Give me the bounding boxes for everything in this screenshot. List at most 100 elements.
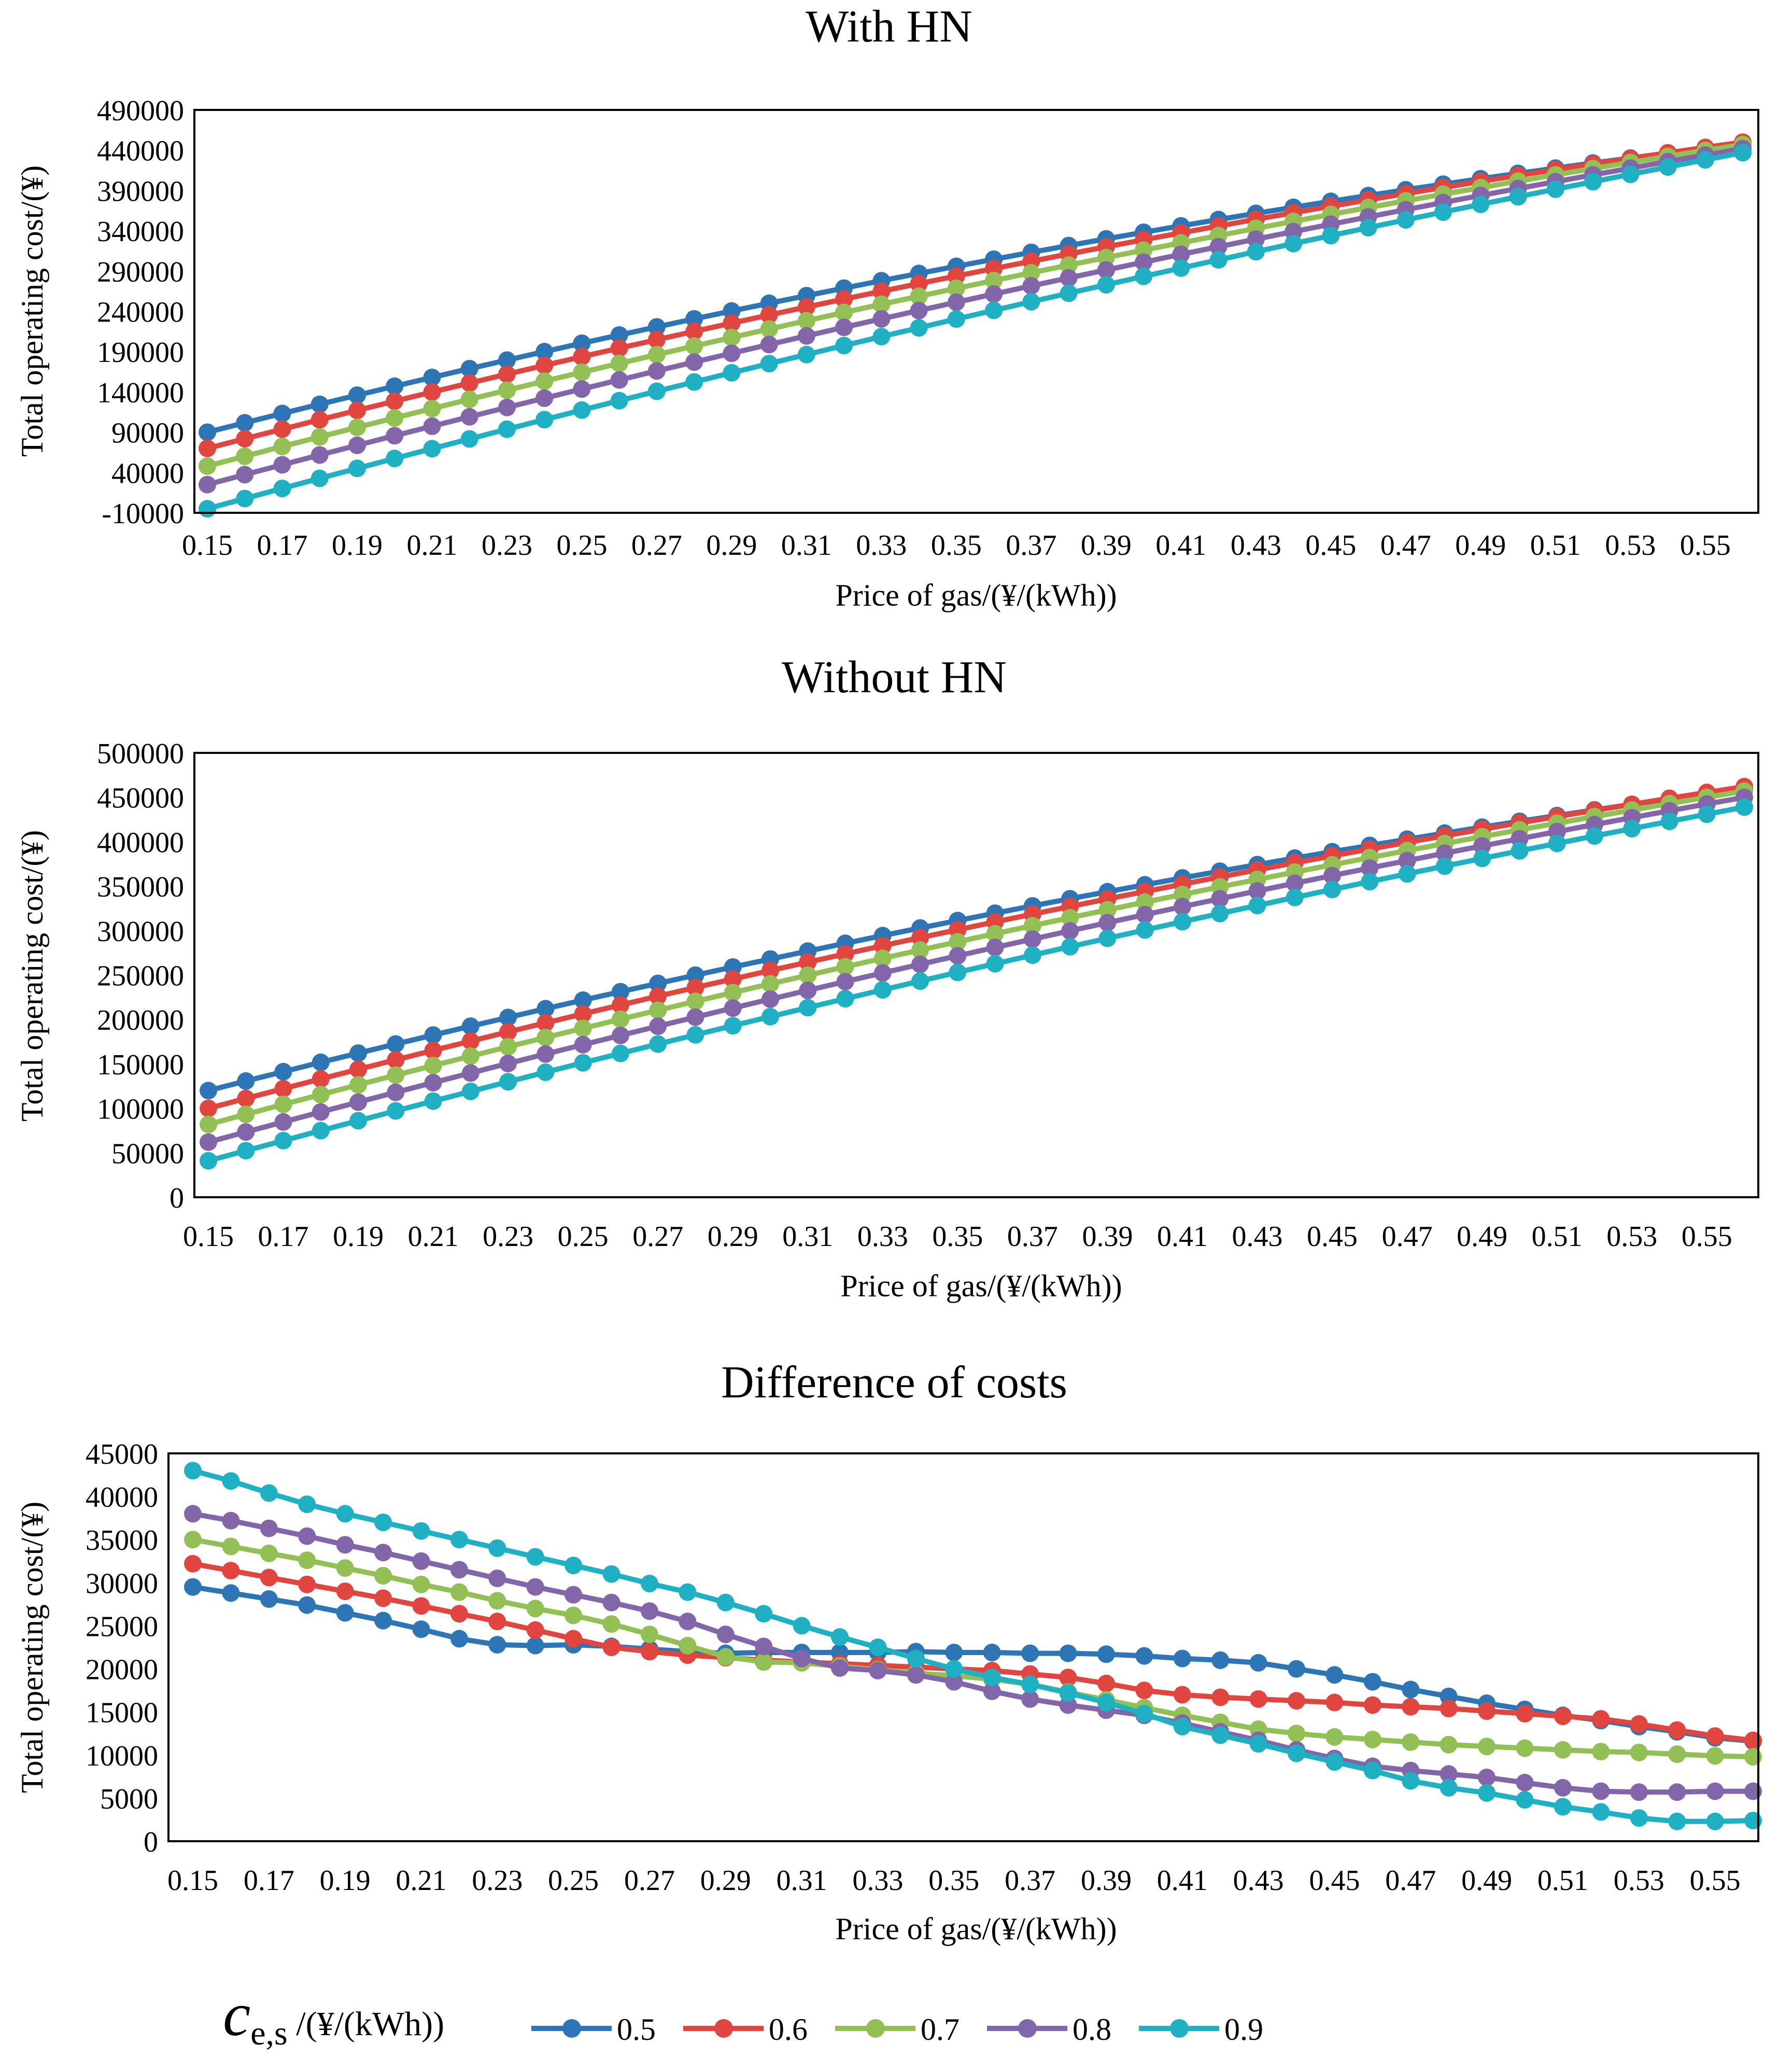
data-point-0.9 — [985, 301, 1003, 319]
data-point-0.9 — [1546, 180, 1564, 198]
data-point-0.6 — [1135, 1682, 1153, 1700]
data-point-0.5 — [200, 1082, 217, 1100]
data-point-0.7 — [1630, 1743, 1648, 1761]
data-point-0.7 — [260, 1544, 278, 1562]
y-tick-label: 100000 — [97, 1094, 184, 1126]
legend-label-0.7: 0.7 — [921, 2012, 960, 2047]
x-tick-label: 0.17 — [257, 529, 307, 562]
data-point-0.5 — [537, 1000, 555, 1018]
x-tick-label: 0.49 — [1455, 529, 1506, 562]
data-point-0.5 — [686, 966, 704, 984]
data-point-0.8 — [793, 1649, 811, 1668]
y-tick-label: 25000 — [86, 1610, 158, 1643]
data-point-0.5 — [1135, 1647, 1153, 1665]
x-tick-label: 0.33 — [857, 1221, 908, 1253]
data-point-0.9 — [679, 1583, 697, 1601]
x-axis-label: Price of gas/(¥/(kWh)) — [835, 1912, 1117, 1946]
y-tick-label: 440000 — [97, 135, 184, 167]
data-point-0.9 — [574, 1054, 592, 1072]
data-point-0.5 — [412, 1620, 430, 1638]
data-point-0.5 — [312, 1053, 330, 1071]
data-point-0.9 — [1098, 929, 1117, 947]
data-point-0.9 — [1021, 1675, 1039, 1693]
y-tick-label: 30000 — [86, 1567, 158, 1600]
data-point-0.6 — [348, 401, 366, 419]
data-point-0.7 — [1136, 893, 1154, 911]
x-tick-label: 0.51 — [1532, 1221, 1583, 1253]
x-tick-label: 0.49 — [1461, 1865, 1512, 1897]
data-point-0.9 — [1554, 1798, 1572, 1816]
x-tick-label: 0.25 — [548, 1865, 599, 1897]
data-point-0.6 — [526, 1621, 544, 1639]
data-point-0.9 — [949, 963, 967, 982]
data-point-0.8 — [1435, 844, 1454, 862]
data-point-0.8 — [1060, 269, 1078, 287]
data-point-0.6 — [488, 1613, 506, 1631]
data-point-0.6 — [200, 1099, 217, 1117]
legend: ce,s /(¥/(kWh)) 0.5 0.6 0.7 0.8 0.9 — [223, 1980, 1263, 2052]
data-point-0.9 — [1286, 888, 1304, 906]
data-point-0.6 — [1402, 1698, 1420, 1716]
data-point-0.9 — [424, 1092, 442, 1110]
data-point-0.8 — [424, 1074, 442, 1091]
x-tick-label: 0.45 — [1307, 1221, 1358, 1253]
data-point-0.6 — [273, 420, 291, 438]
data-point-0.6 — [797, 298, 815, 316]
data-point-0.9 — [1097, 276, 1115, 294]
data-point-0.5 — [574, 991, 592, 1009]
data-point-0.9 — [1509, 188, 1527, 206]
data-point-0.8 — [1172, 245, 1190, 263]
data-point-0.9 — [1209, 251, 1227, 269]
data-point-0.9 — [1440, 1778, 1458, 1797]
data-point-0.9 — [573, 401, 591, 419]
data-point-0.7 — [1402, 1733, 1420, 1751]
data-point-0.9 — [1584, 173, 1602, 191]
legend-marker-0.5 — [562, 2019, 581, 2038]
data-point-0.7 — [1098, 901, 1117, 919]
y-axis-label: Total operating cost/(¥) — [15, 1502, 49, 1793]
legend-symbol: c — [223, 1980, 250, 2049]
data-point-0.6 — [949, 921, 967, 939]
data-point-0.8 — [461, 1064, 479, 1082]
data-point-0.7 — [565, 1606, 583, 1624]
data-point-0.7 — [1668, 1745, 1686, 1763]
data-point-0.8 — [1478, 1769, 1496, 1786]
plot-frame — [167, 1452, 1759, 1842]
data-point-0.9 — [184, 1462, 202, 1480]
data-point-0.6 — [1173, 1686, 1191, 1704]
data-point-0.9 — [1285, 234, 1303, 253]
data-point-0.9 — [222, 1472, 240, 1490]
data-point-0.9 — [460, 430, 478, 448]
data-point-0.8 — [184, 1505, 202, 1523]
data-point-0.7 — [685, 337, 703, 355]
x-tick-label: 0.27 — [624, 1865, 675, 1897]
data-point-0.9 — [831, 1628, 849, 1646]
data-point-0.6 — [760, 306, 778, 324]
data-point-0.6 — [1706, 1727, 1724, 1745]
y-tick-label: -10000 — [102, 498, 184, 530]
data-point-0.7 — [312, 1086, 330, 1103]
legend-marker-0.7 — [866, 2019, 885, 2038]
data-point-0.7 — [273, 438, 291, 456]
y-tick-label: 400000 — [97, 827, 184, 859]
y-tick-label: 0 — [144, 1826, 158, 1858]
data-point-0.6 — [237, 1089, 255, 1108]
data-point-0.7 — [199, 457, 216, 475]
data-point-0.7 — [1288, 1725, 1305, 1743]
data-point-0.7 — [1061, 908, 1079, 927]
data-point-0.7 — [679, 1636, 697, 1655]
data-point-0.7 — [835, 303, 853, 321]
data-point-0.8 — [831, 1659, 849, 1677]
data-point-0.9 — [1398, 865, 1416, 883]
x-tick-label: 0.33 — [856, 529, 907, 562]
data-point-0.9 — [387, 1102, 405, 1120]
y-tick-label: 490000 — [97, 95, 184, 127]
data-point-0.7 — [1174, 886, 1191, 904]
data-point-0.9 — [1659, 158, 1677, 176]
data-point-0.8 — [1021, 1690, 1039, 1708]
data-point-0.7 — [423, 400, 441, 417]
data-point-0.8 — [498, 398, 516, 416]
data-point-0.7 — [298, 1551, 316, 1570]
data-point-0.5 — [573, 334, 591, 352]
